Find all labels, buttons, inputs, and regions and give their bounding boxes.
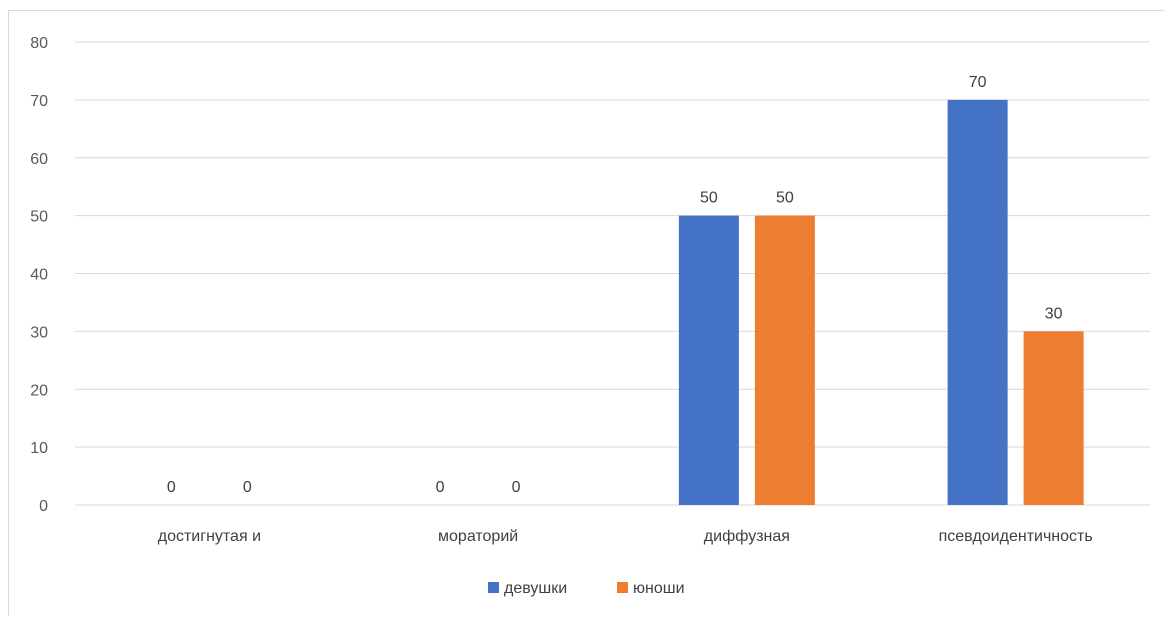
y-tick-label: 0 — [39, 498, 48, 515]
data-label: 0 — [512, 479, 521, 496]
x-category-label: псевдоидентичность — [939, 528, 1093, 545]
legend-swatch — [488, 582, 499, 593]
y-tick-label: 20 — [30, 382, 48, 399]
bar-boys-2 — [754, 215, 815, 505]
legend: девушки юноши — [488, 580, 685, 597]
bar-boys-3 — [1023, 331, 1084, 505]
data-label: 0 — [167, 479, 176, 496]
y-axis-tick-labels: 0 10 20 30 40 50 60 70 80 — [30, 35, 48, 515]
y-tick-label: 50 — [30, 209, 48, 226]
y-tick-label: 10 — [30, 440, 48, 457]
legend-label: юноши — [633, 580, 685, 597]
y-tick-label: 60 — [30, 151, 48, 168]
data-label: 30 — [1045, 305, 1063, 322]
bars — [678, 99, 1084, 505]
data-label: 50 — [776, 190, 794, 207]
chart-frame — [8, 10, 1164, 616]
y-tick-label: 40 — [30, 267, 48, 284]
legend-label: девушки — [504, 580, 567, 597]
data-label: 0 — [243, 479, 252, 496]
x-category-label: диффузная — [704, 528, 790, 545]
y-tick-label: 70 — [30, 93, 48, 110]
y-tick-label: 30 — [30, 324, 48, 341]
data-label: 0 — [436, 479, 445, 496]
bar-girls-3 — [947, 99, 1008, 505]
x-category-label: достигнутая и — [158, 528, 261, 545]
legend-swatch — [617, 582, 628, 593]
x-category-label: мораторий — [438, 528, 518, 545]
y-tick-label: 80 — [30, 35, 48, 52]
data-label: 50 — [700, 190, 718, 207]
data-label: 70 — [969, 74, 987, 91]
data-labels: 0 0 0 0 50 50 70 30 — [167, 74, 1063, 496]
x-axis-category-labels: достигнутая и мораторий диффузная псевдоиде… — [158, 528, 1093, 545]
bar-girls-2 — [678, 215, 739, 505]
